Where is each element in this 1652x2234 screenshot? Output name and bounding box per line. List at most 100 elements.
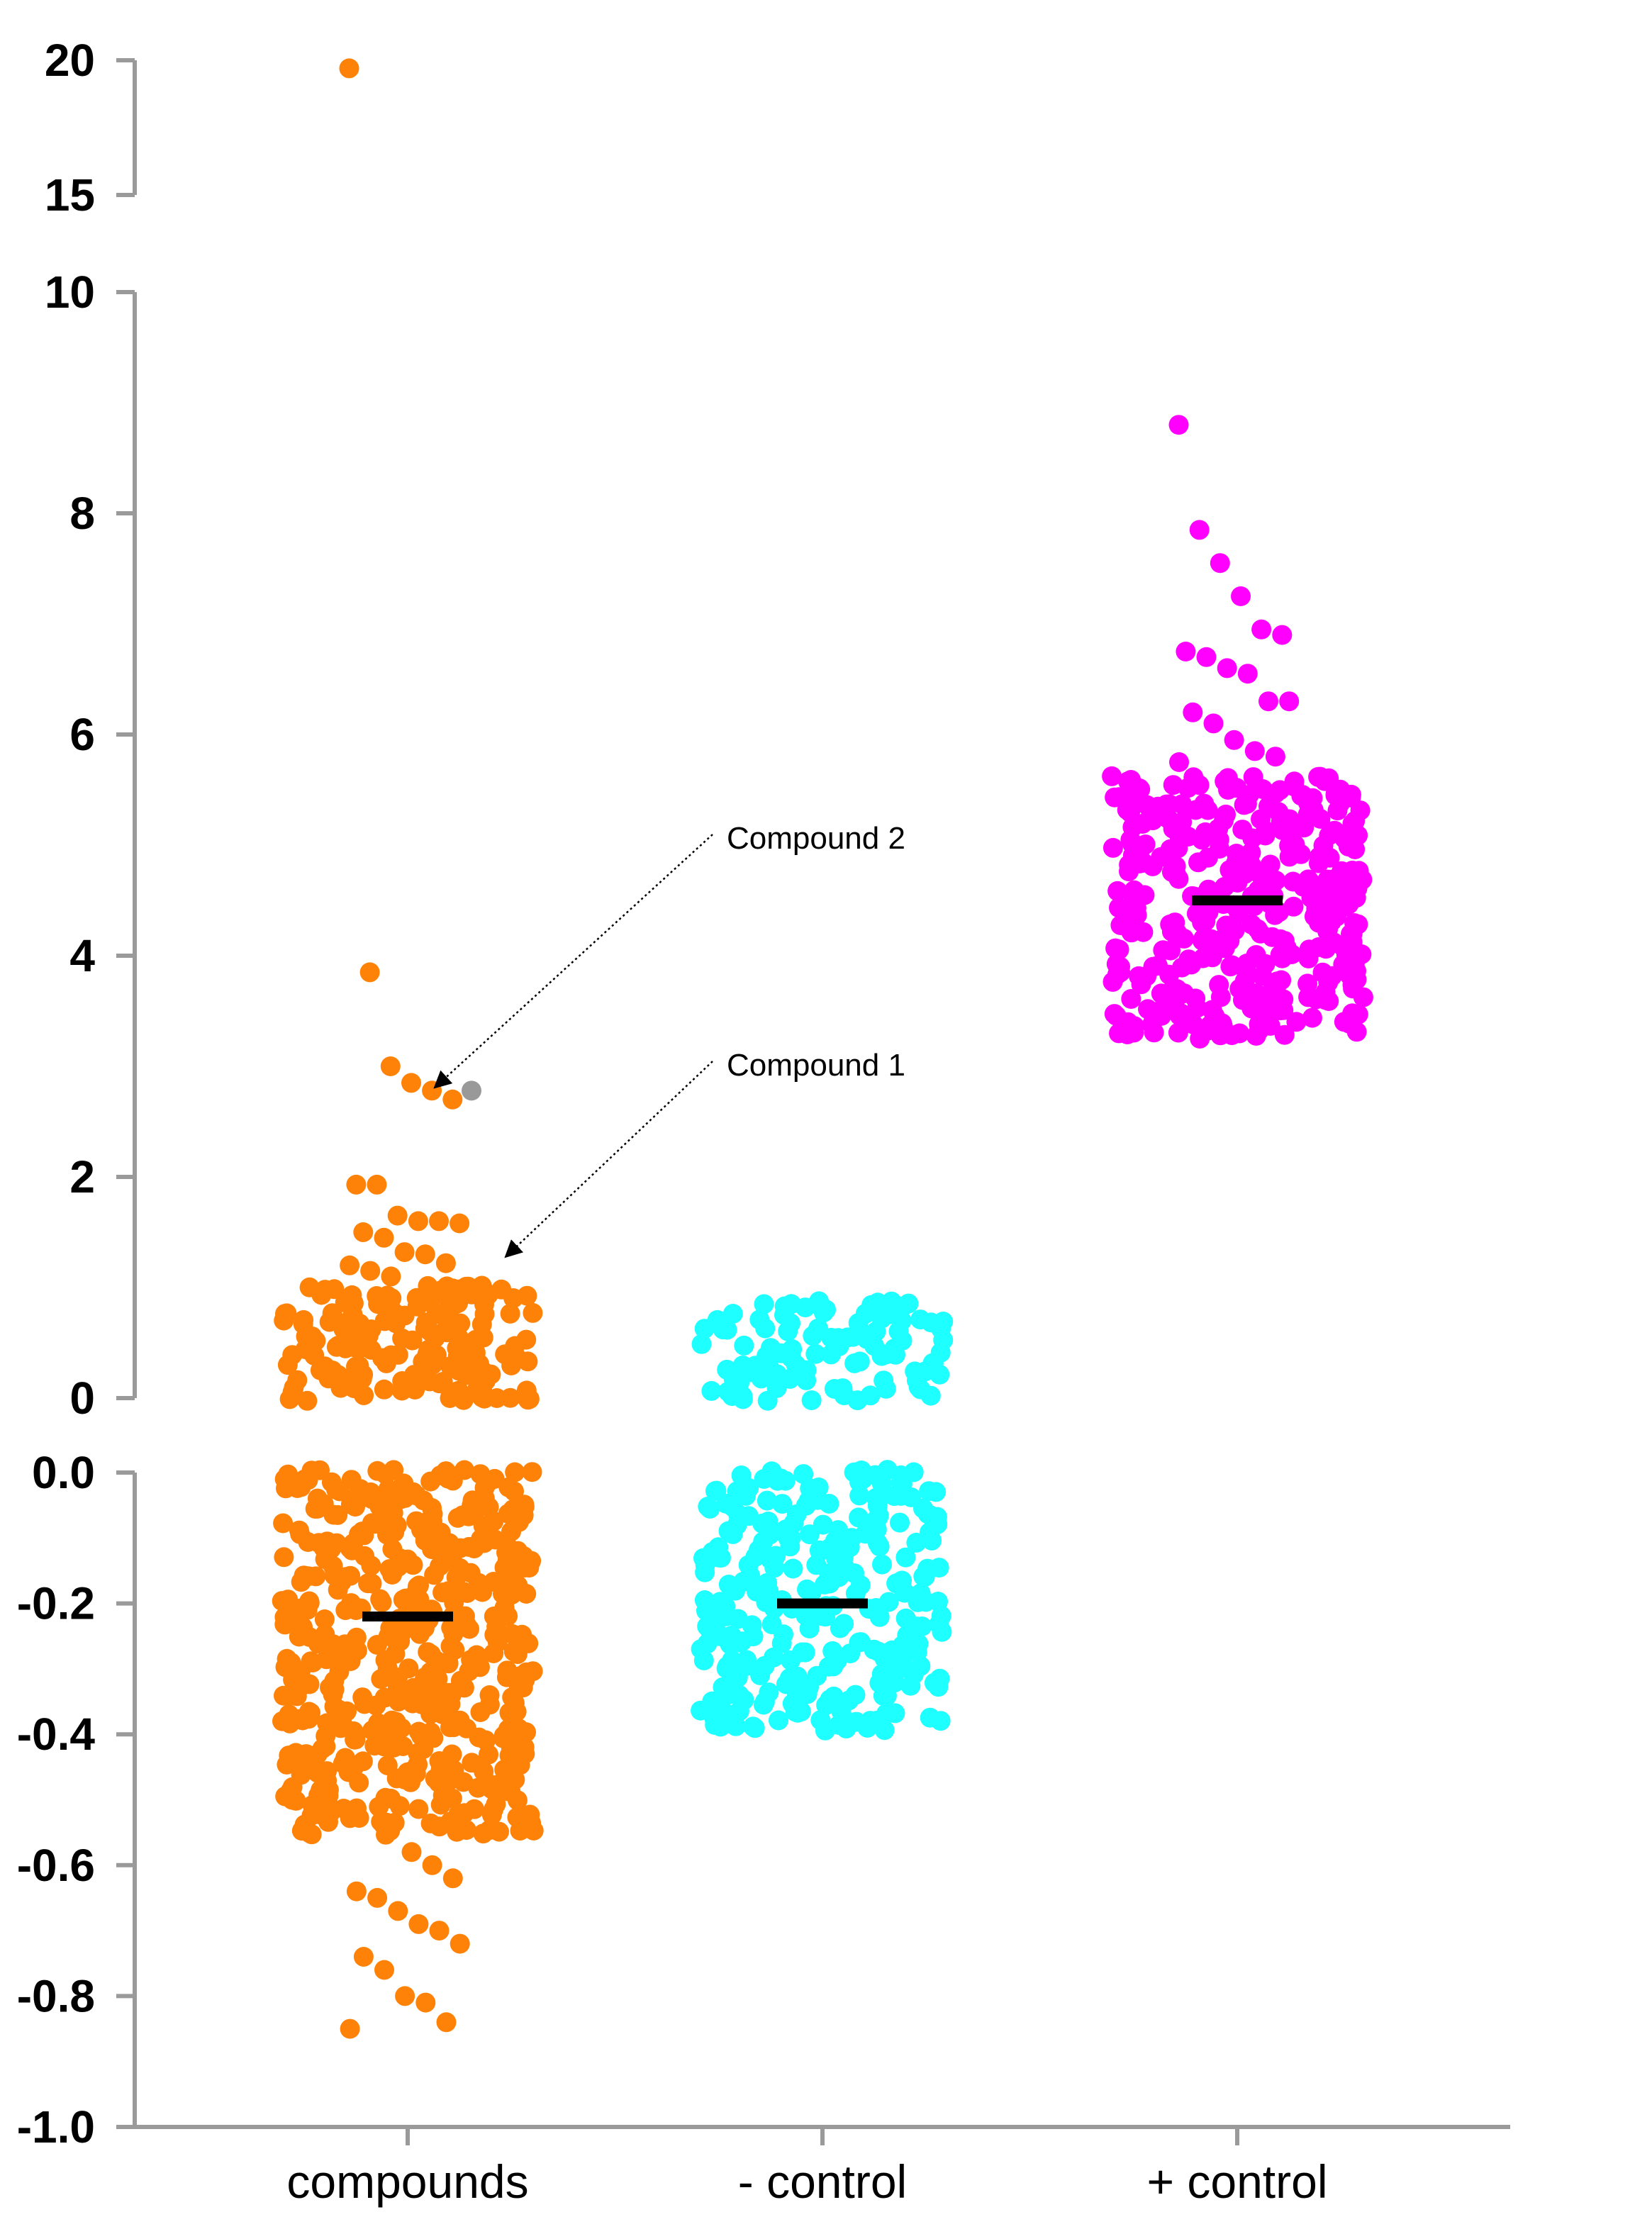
data-point <box>422 1539 442 1560</box>
data-point <box>294 1309 314 1330</box>
data-point <box>1215 876 1235 897</box>
data-point <box>754 1469 774 1489</box>
data-point <box>443 1717 464 1738</box>
data-point <box>403 1555 423 1575</box>
outlier-point <box>816 1300 836 1320</box>
data-point <box>876 1378 896 1399</box>
data-point <box>273 1513 294 1534</box>
x-category-label: + control <box>1147 2155 1328 2208</box>
outlier-point <box>415 1244 435 1265</box>
outlier-point <box>387 1205 408 1226</box>
y-tick-label: 15 <box>45 169 95 220</box>
data-point <box>355 1694 374 1714</box>
data-point <box>819 1494 839 1514</box>
y-tick-label: 10 <box>45 267 95 318</box>
outlier-point <box>1168 415 1189 435</box>
data-point <box>1346 1022 1367 1042</box>
data-point <box>328 1580 348 1600</box>
data-point <box>1119 861 1139 882</box>
data-point <box>1262 927 1283 947</box>
outlier-point <box>415 1992 436 2013</box>
data-point <box>1308 853 1329 873</box>
data-point <box>1298 987 1319 1007</box>
data-point <box>1168 1022 1188 1043</box>
data-point <box>424 1565 445 1585</box>
data-point <box>1124 1022 1144 1043</box>
data-point <box>393 1736 413 1756</box>
data-point <box>821 1344 842 1365</box>
outlier-point <box>1196 647 1217 667</box>
data-point <box>410 1624 430 1644</box>
data-point <box>1286 1012 1307 1032</box>
outlier-point <box>1217 658 1237 678</box>
data-point <box>895 1547 916 1568</box>
data-point <box>340 1538 360 1558</box>
data-point <box>906 1532 927 1553</box>
data-point <box>801 1390 822 1410</box>
x-category-label: compounds <box>286 2155 528 2208</box>
data-point <box>757 1390 778 1411</box>
outlier-point <box>1190 1029 1210 1049</box>
data-point <box>330 1481 350 1502</box>
data-point <box>729 1701 749 1721</box>
data-point <box>523 1302 543 1323</box>
outlier-point <box>1183 702 1203 722</box>
data-point <box>930 1364 950 1385</box>
outlier-point <box>367 1174 387 1195</box>
data-point <box>853 1468 874 1489</box>
outlier-point <box>795 1297 815 1318</box>
outlier-point <box>837 1711 857 1731</box>
data-point <box>720 1634 740 1655</box>
mean-line <box>777 1598 868 1609</box>
data-point <box>695 1562 715 1582</box>
data-point <box>484 1643 504 1663</box>
data-point <box>522 1462 542 1482</box>
data-point <box>471 1387 492 1407</box>
data-point <box>501 1356 522 1375</box>
axes-group: 201510864200.0-0.2-0.4-0.6-0.8-1.0compou… <box>17 35 1510 2208</box>
data-point <box>1168 869 1189 889</box>
data-point <box>1353 987 1373 1007</box>
data-point <box>442 1470 463 1491</box>
data-point <box>371 1669 391 1690</box>
outlier-point <box>429 1211 449 1232</box>
data-point <box>1234 795 1254 815</box>
data-point <box>691 1334 712 1354</box>
data-point <box>523 1821 544 1841</box>
data-point <box>769 1710 788 1731</box>
data-point <box>1195 911 1216 932</box>
annotations-group: Compound 2 Compound 1 <box>433 821 905 1258</box>
y-tick-label: 20 <box>45 35 95 86</box>
outlier-point <box>360 1261 381 1281</box>
data-point <box>505 1462 525 1482</box>
data-point <box>893 1581 914 1602</box>
outlier-point <box>1231 586 1251 606</box>
data-point <box>376 1464 396 1485</box>
data-point <box>845 1583 866 1604</box>
mean-line <box>1192 895 1283 905</box>
data-point <box>1117 800 1137 820</box>
data-point <box>928 1677 949 1697</box>
data-point <box>1178 778 1198 798</box>
data-point <box>1270 944 1290 965</box>
data-point <box>507 1790 528 1811</box>
data-point <box>274 1547 294 1568</box>
data-point <box>1252 966 1273 986</box>
data-point <box>803 1326 823 1346</box>
outlier-point <box>754 1294 774 1314</box>
outlier-point <box>340 2018 360 2039</box>
data-point <box>694 1319 715 1339</box>
data-point <box>318 1648 338 1669</box>
data-point <box>736 1485 756 1506</box>
data-point <box>1246 1026 1266 1046</box>
data-point <box>1274 1024 1295 1045</box>
data-point <box>1338 837 1358 857</box>
y-tick-label: 0 <box>69 1373 95 1424</box>
outlier-point <box>1224 730 1244 750</box>
data-point <box>1109 1023 1129 1044</box>
data-point <box>369 1797 389 1817</box>
data-point <box>473 1823 493 1844</box>
data-point <box>1144 1022 1164 1043</box>
data-point <box>489 1821 509 1842</box>
